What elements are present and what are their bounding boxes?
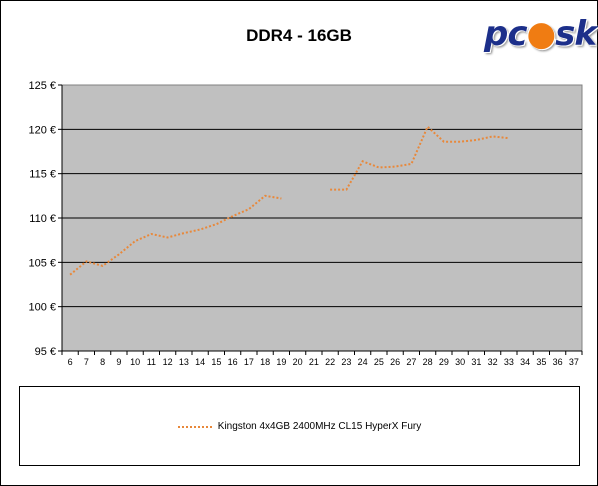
x-tick-label: 15 — [211, 357, 221, 367]
x-tick-label: 26 — [390, 357, 400, 367]
legend-label: Kingston 4x4GB 2400MHz CL15 HyperX Fury — [217, 421, 422, 432]
x-tick-label: 7 — [84, 357, 89, 367]
x-tick-label: 10 — [130, 357, 140, 367]
pcask-logo: pc●sk — [484, 14, 597, 54]
x-tick-label: 31 — [471, 357, 481, 367]
y-tick-label: 115 € — [29, 169, 56, 181]
legend-swatch — [177, 425, 212, 428]
x-tick-label: 37 — [569, 357, 579, 367]
x-tick-label: 11 — [147, 357, 156, 367]
x-tick-label: 6 — [68, 357, 73, 367]
x-tick-label: 34 — [520, 357, 530, 367]
x-tick-label: 33 — [504, 357, 514, 367]
x-tick-label: 18 — [260, 357, 270, 367]
x-tick-label: 17 — [244, 357, 254, 367]
series-line — [69, 194, 282, 276]
y-tick-label: 125 € — [28, 80, 56, 92]
chart-title: DDR4 - 16GB — [246, 26, 352, 45]
x-tick-label: 22 — [325, 357, 335, 367]
x-tick-label: 16 — [228, 357, 238, 367]
series-line — [330, 125, 510, 191]
x-tick-label: 14 — [195, 357, 205, 367]
x-tick-label: 23 — [341, 357, 351, 367]
x-tick-label: 21 — [309, 357, 319, 367]
x-tick-label: 30 — [455, 357, 465, 367]
x-tick-label: 29 — [439, 357, 449, 367]
y-tick-label: 120 € — [28, 124, 56, 136]
x-tick-label: 35 — [536, 357, 546, 367]
x-tick-label: 19 — [276, 357, 286, 367]
x-tick-label: 12 — [163, 357, 173, 367]
x-tick-label: 27 — [406, 357, 416, 367]
legend-item: Kingston 4x4GB 2400MHz CL15 HyperX Fury — [20, 421, 579, 432]
flame-icon: ● — [526, 14, 557, 54]
x-tick-label: 24 — [358, 357, 368, 367]
y-tick-label: 105 € — [28, 257, 56, 269]
x-tick-label: 28 — [423, 357, 433, 367]
x-tick-label: 13 — [179, 357, 189, 367]
x-tick-label: 8 — [100, 357, 105, 367]
x-tick-label: 9 — [116, 357, 121, 367]
x-tick-label: 32 — [488, 357, 498, 367]
y-tick-label: 95 € — [35, 346, 56, 358]
y-tick-label: 110 € — [29, 213, 56, 225]
x-tick-label: 36 — [553, 357, 563, 367]
legend: Kingston 4x4GB 2400MHz CL15 HyperX Fury — [19, 386, 580, 466]
x-tick-label: 20 — [293, 357, 303, 367]
x-tick-label: 25 — [374, 357, 384, 367]
y-tick-label: 100 € — [28, 302, 56, 314]
